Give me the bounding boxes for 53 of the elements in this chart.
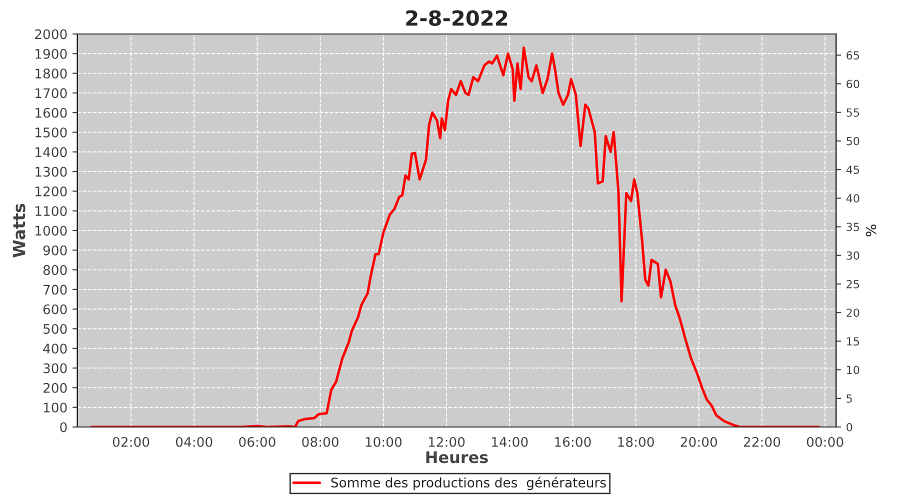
y-tick-label: 700	[44, 284, 67, 295]
chart-title: 2-8-2022	[406, 10, 508, 26]
legend-label: Somme des productions des générateurs	[331, 476, 606, 490]
y-tick-label: 100	[44, 402, 67, 413]
y2-tick-label: 55	[846, 108, 859, 117]
y-tick-label: 1800	[36, 68, 67, 78]
x-tick-label: 20:00	[680, 436, 718, 447]
y2-tick-label: 40	[846, 194, 860, 203]
y2-tick-label: 65	[846, 51, 859, 60]
y2-tick-label: 45	[846, 166, 859, 174]
y2-tick-label: 5	[846, 394, 852, 403]
y2-tick-label: 15	[847, 337, 859, 346]
y-tick-label: 1000	[36, 226, 67, 236]
y-tick-label: 0	[60, 422, 67, 432]
y2-tick-label: 50	[846, 136, 860, 146]
y-tick-label: 1200	[36, 186, 67, 196]
y-tick-label: 1300	[36, 166, 67, 177]
y-tick-label: 400	[43, 344, 67, 354]
x-tick-label: 00:00	[806, 436, 844, 447]
x-tick-label: 18:00	[618, 436, 654, 447]
y-tick-label: 1100	[36, 206, 67, 216]
y2-tick-label: 10	[847, 366, 860, 374]
y-tick-label: 1900	[36, 48, 67, 59]
x-tick-label: 16:00	[555, 436, 591, 447]
x-axis-title: Heures	[426, 451, 488, 464]
y-tick-label: 1500	[36, 127, 67, 138]
y-tick-label: 2000	[35, 29, 67, 40]
y2-tick-label: 25	[846, 280, 859, 288]
y2-tick-label: 0	[846, 422, 852, 432]
x-tick-label: 06:00	[239, 436, 276, 447]
y2-tick-label: 60	[846, 80, 860, 88]
y2-axis-title: %	[866, 224, 876, 236]
y2-tick-label: 20	[846, 308, 860, 317]
x-tick-label: 04:00	[176, 436, 212, 447]
y-axis-title: Watts	[12, 204, 26, 258]
x-tick-label: 02:00	[112, 436, 150, 447]
y-tick-label: 1600	[36, 108, 67, 118]
x-tick-label: 22:00	[744, 436, 780, 447]
x-tick-label: 12:00	[428, 436, 465, 447]
y-tick-label: 600	[43, 304, 67, 314]
y-tick-label: 800	[43, 265, 67, 275]
y-tick-label: 900	[43, 245, 67, 256]
y2-tick-label: 35	[846, 222, 859, 232]
y-tick-label: 500	[44, 324, 67, 334]
y-tick-label: 1700	[36, 88, 67, 98]
y-tick-label: 200	[43, 382, 67, 393]
x-tick-label: 10:00	[366, 436, 402, 447]
x-tick-label: 14:00	[492, 436, 528, 447]
y-tick-label: 1400	[36, 147, 67, 158]
y-tick-label: 300	[44, 363, 67, 374]
y2-tick-label: 30	[846, 251, 860, 260]
x-tick-label: 08:00	[302, 436, 338, 447]
line-series	[90, 46, 820, 427]
